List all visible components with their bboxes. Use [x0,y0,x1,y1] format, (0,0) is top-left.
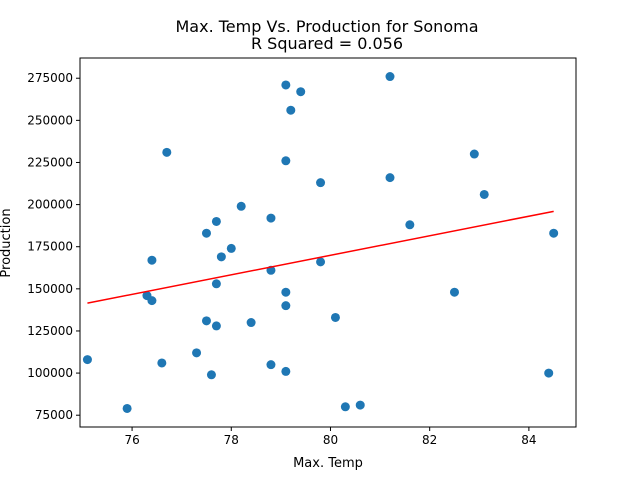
data-point [202,316,211,325]
y-tick-label: 225000 [27,155,73,169]
data-point [227,244,236,253]
data-point [405,220,414,229]
data-point [281,156,290,165]
y-tick-label: 275000 [27,71,73,85]
y-tick-label: 100000 [27,366,73,380]
y-axis-ticks: 75000 100000 125000 150000 175000 200000 22500… [27,71,80,422]
data-point [212,321,221,330]
data-point [83,355,92,364]
data-point [544,369,553,378]
data-point [217,252,226,261]
x-tick-label: 78 [224,433,239,447]
data-point [281,301,290,310]
data-point [356,401,365,410]
data-point [549,229,558,238]
data-point [212,217,221,226]
data-point [316,257,325,266]
data-point [247,318,256,327]
data-points [83,72,558,413]
x-axis-ticks: 76 78 80 82 84 [124,427,536,447]
x-tick-label: 82 [422,433,437,447]
data-point [450,288,459,297]
data-point [266,214,275,223]
data-point [162,148,171,157]
data-point [202,229,211,238]
x-tick-label: 80 [323,433,338,447]
data-point [286,106,295,115]
data-point [386,72,395,81]
data-point [341,402,350,411]
data-point [296,87,305,96]
data-point [147,296,156,305]
data-point [480,190,489,199]
regression-line [87,211,553,303]
data-point [212,279,221,288]
y-tick-label: 150000 [27,282,73,296]
y-axis-label: Production [0,208,14,277]
data-point [123,404,132,413]
plot-area-frame [80,58,576,427]
x-tick-label: 76 [124,433,139,447]
y-tick-label: 125000 [27,324,73,338]
data-point [207,370,216,379]
data-point [147,256,156,265]
data-point [331,313,340,322]
y-tick-label: 200000 [27,198,73,212]
data-point [470,150,479,159]
data-point [157,358,166,367]
x-axis-label: Max. Temp [293,456,363,471]
data-point [281,80,290,89]
y-tick-label: 75000 [35,408,73,422]
data-point [281,367,290,376]
data-point [386,173,395,182]
chart-subtitle: R Squared = 0.056 [251,34,403,53]
data-point [281,288,290,297]
y-tick-label: 175000 [27,240,73,254]
x-tick-label: 84 [521,433,536,447]
data-point [266,360,275,369]
data-point [237,202,246,211]
y-tick-label: 250000 [27,113,73,127]
data-point [192,348,201,357]
data-point [316,178,325,187]
